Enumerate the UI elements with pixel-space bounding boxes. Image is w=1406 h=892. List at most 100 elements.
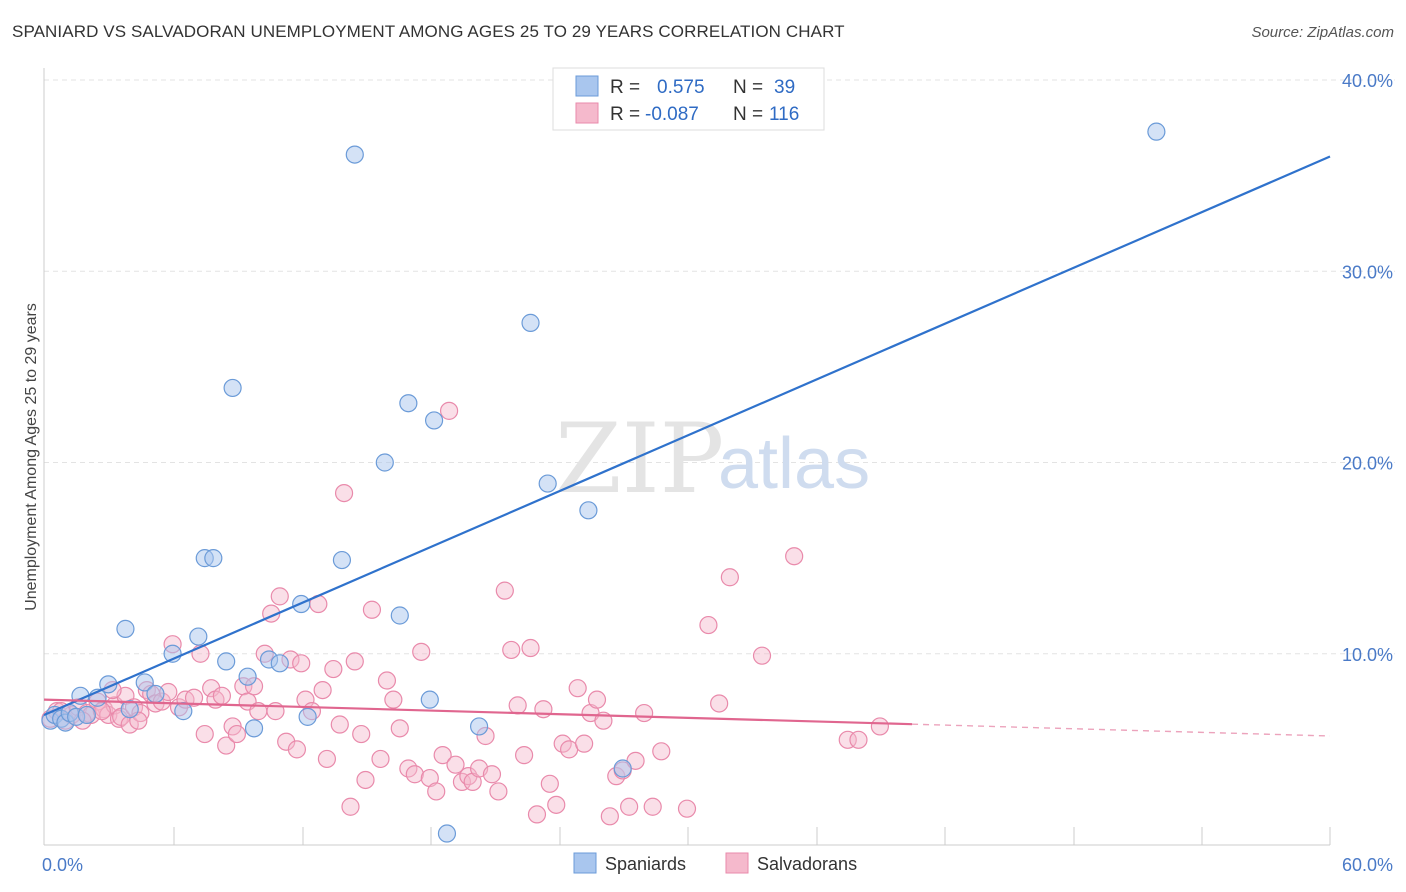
spaniard-point	[579, 501, 598, 520]
salvadoran-point	[699, 615, 718, 635]
salvadoran-point	[521, 638, 540, 658]
salvadoran-point	[540, 774, 559, 793]
salvadoran-point	[677, 799, 697, 818]
watermark: ZIP atlas	[555, 403, 870, 515]
salvadoran-point	[870, 717, 890, 736]
x-tick-label: 60.0%	[1342, 855, 1393, 875]
salvadoran-point	[362, 600, 382, 619]
salvadoran-point	[495, 581, 514, 600]
salvadoran-point	[324, 659, 343, 679]
salvadoran-point	[643, 797, 662, 816]
spaniard-point	[1147, 122, 1166, 141]
salvadoran-point	[502, 640, 521, 660]
salvadoran-point	[334, 484, 354, 503]
salvadoran-point	[433, 746, 452, 765]
salvadoran-point	[710, 694, 729, 713]
spaniard-point	[217, 652, 236, 671]
salvadoran-point	[785, 547, 804, 566]
legend-n-label-1: N =	[733, 104, 763, 125]
legend-n-label-0: N =	[733, 77, 763, 98]
stats-legend: R = 0.575 N = 39 R = -0.087 N = 116	[552, 67, 825, 131]
spaniard-point	[204, 549, 223, 568]
tick-layer: 10.0% 20.0% 30.0% 40.0% 0.0% 60.0%	[42, 71, 1393, 875]
source-label: Source: ZipAtlas.com	[1251, 24, 1394, 41]
spaniard-point	[399, 394, 418, 413]
spaniard-point	[521, 313, 540, 332]
salvadoran-point	[412, 642, 431, 661]
bottom-legend-salvadorans: Salvadorans	[757, 854, 857, 874]
bottom-legend-swatch-spaniards	[573, 852, 597, 874]
bottom-legend-swatch-salvadorans	[725, 852, 749, 874]
salvadoran-point	[635, 703, 654, 723]
salvadoran-point	[341, 797, 360, 816]
salvadoran-point	[313, 680, 332, 700]
spaniard-point	[146, 684, 165, 704]
spaniard-point	[116, 619, 135, 638]
y-tick-label: 40.0%	[1342, 71, 1393, 91]
salvadoran-point	[838, 730, 857, 749]
spaniards-trend-line	[43, 155, 1331, 716]
salvadoran-point	[377, 671, 397, 690]
salvadoran-point	[405, 765, 424, 784]
y-axis-label: Unemployment Among Ages 25 to 29 years	[23, 303, 40, 611]
spaniard-point	[538, 474, 557, 493]
spaniard-point	[244, 719, 264, 738]
salvadoran-point	[587, 690, 607, 709]
salvadoran-point	[195, 724, 214, 744]
y-tick-label: 20.0%	[1342, 454, 1393, 474]
legend-r-label-0: R =	[610, 77, 640, 98]
spaniard-point	[120, 700, 139, 719]
watermark-atlas: atlas	[718, 424, 870, 504]
spaniard-point	[77, 705, 96, 725]
salvadoran-point	[287, 740, 307, 759]
salvadorans-trend-extension	[912, 723, 1331, 737]
salvadoran-point	[575, 734, 594, 753]
spaniard-point	[238, 667, 257, 686]
salvadoran-point	[371, 749, 390, 769]
salvadoran-point	[217, 736, 236, 755]
salvadoran-point	[652, 742, 671, 761]
spaniard-point	[437, 824, 457, 843]
spaniard-point	[135, 673, 154, 692]
bottom-legend-spaniards: Spaniards	[605, 854, 686, 874]
salvadoran-point	[568, 679, 587, 698]
salvadoran-point	[270, 587, 289, 606]
salvadoran-point	[212, 686, 231, 705]
spaniard-point	[613, 759, 632, 778]
salvadoran-point	[620, 797, 639, 816]
trend-lines	[43, 155, 1331, 737]
salvadoran-point	[547, 795, 566, 814]
legend-r-label-1: R =	[610, 104, 640, 125]
salvadoran-point	[330, 715, 349, 734]
salvadoran-point	[292, 654, 311, 673]
salvadoran-point	[752, 646, 772, 665]
spaniard-point	[390, 606, 409, 625]
chart-title: SPANIARD VS SALVADORAN UNEMPLOYMENT AMON…	[12, 22, 845, 41]
legend-n-value-1: 116	[769, 104, 799, 125]
salvadoran-point	[345, 652, 364, 671]
bottom-legend: Spaniards Salvadorans	[573, 852, 857, 874]
legend-r-value-0: 0.575	[657, 77, 705, 98]
legend-n-value-0: 39	[774, 77, 795, 98]
salvadoran-point	[600, 807, 619, 826]
spaniard-point	[345, 145, 364, 164]
legend-swatch-spaniards	[575, 75, 599, 97]
legend-swatch-salvadorans	[575, 102, 599, 124]
watermark-zip: ZIP	[555, 403, 724, 515]
salvadoran-point	[527, 805, 547, 824]
salvadoran-point	[849, 730, 868, 749]
salvadoran-point	[427, 782, 446, 801]
spaniard-point	[298, 707, 317, 726]
salvadoran-point	[439, 401, 459, 420]
salvadoran-point	[352, 724, 371, 744]
salvadoran-point	[489, 782, 508, 801]
salvadoran-point	[534, 700, 553, 719]
spaniard-point	[332, 550, 352, 570]
spaniard-point	[223, 378, 242, 398]
salvadoran-point	[184, 688, 204, 707]
salvadoran-point	[720, 568, 739, 587]
x-tick-label: 0.0%	[42, 855, 83, 875]
salvadoran-point	[482, 765, 502, 784]
salvadoran-point	[390, 719, 409, 738]
